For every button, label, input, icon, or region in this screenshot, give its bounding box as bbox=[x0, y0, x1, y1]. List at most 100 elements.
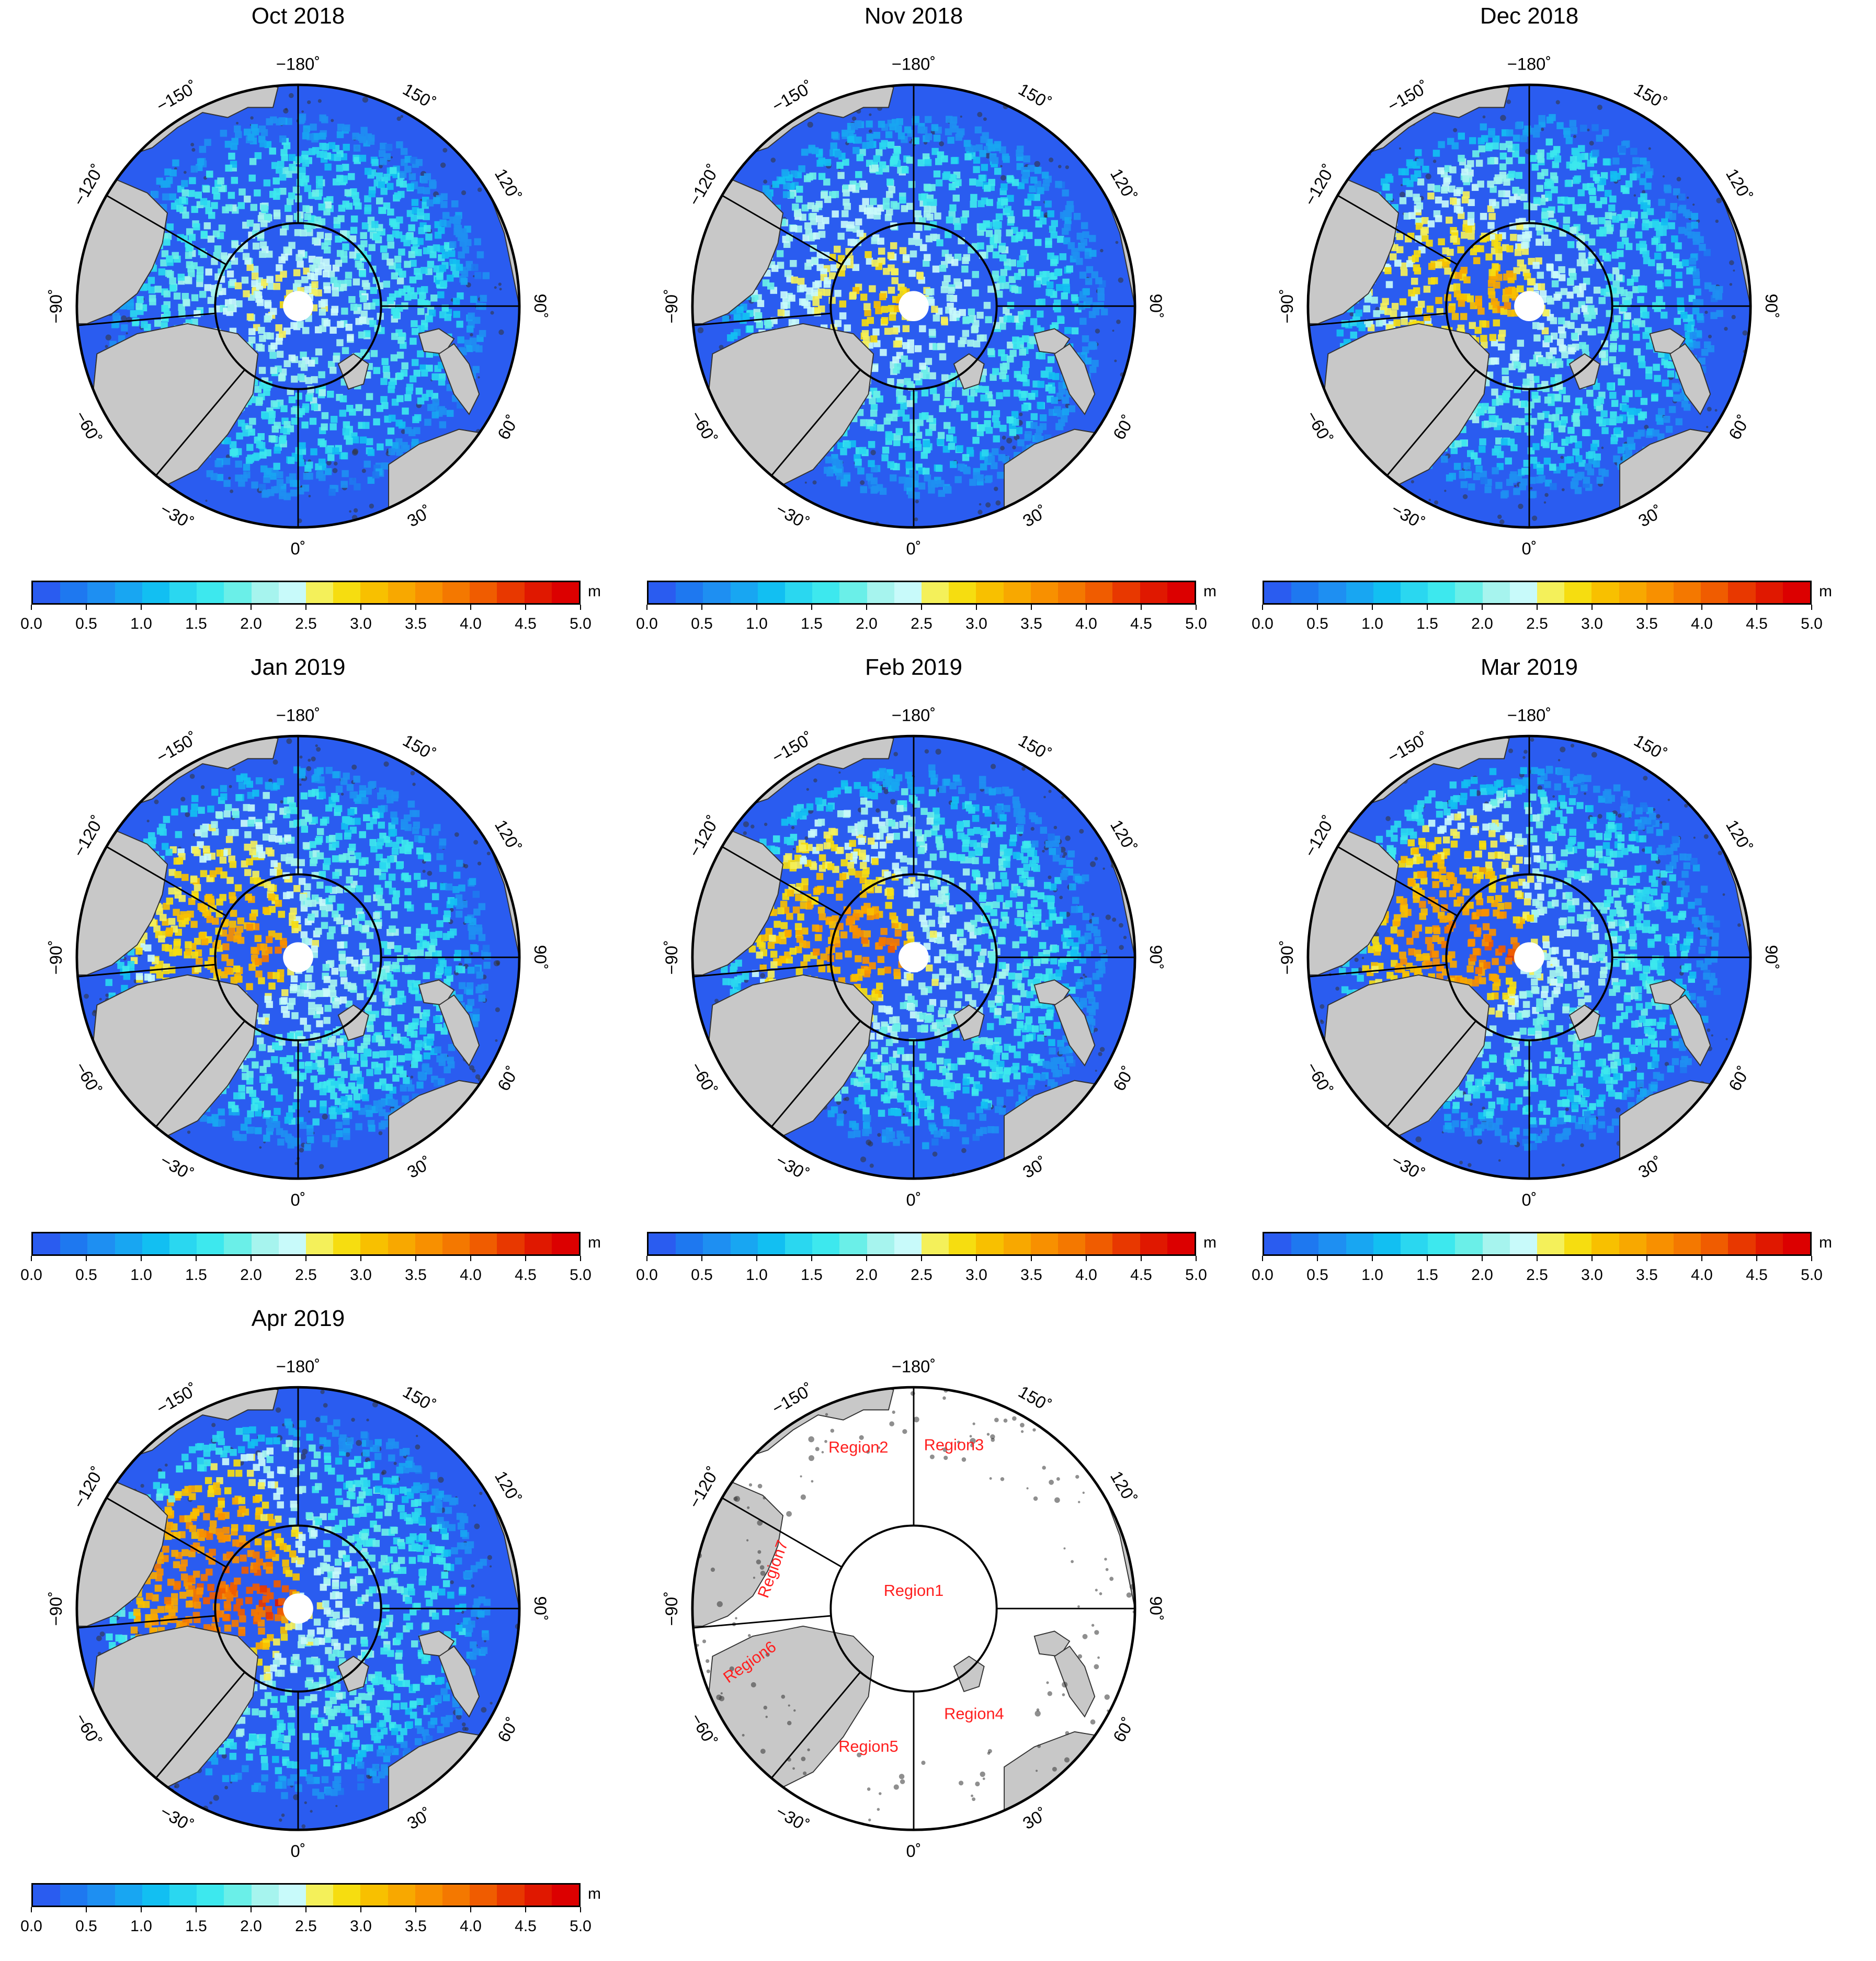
colorbar-segment bbox=[415, 582, 443, 603]
colorbar-segment bbox=[1140, 582, 1167, 603]
lon-label: −90˚ bbox=[1277, 289, 1297, 323]
colorbar-tick-label: 2.5 bbox=[911, 615, 933, 632]
lon-label: 150˚ bbox=[1631, 730, 1670, 764]
monthly-map-panel: Dec 2018 −180˚ 150˚ 120˚ 90˚ 60˚ 30˚ 0˚ −30˚ −60˚… bbox=[1247, 0, 1832, 638]
lon-label: −60˚ bbox=[687, 1710, 721, 1750]
region-map-panel: −180˚ 150˚ 120˚ 90˚ 60˚ 30˚ 0˚ −30˚ −60˚ −90˚ −120… bbox=[631, 1302, 1196, 1941]
monthly-map-panel: Nov 2018 −180˚ 150˚ 120˚ 90˚ 60˚ 30˚ 0˚ −30˚ −60˚… bbox=[631, 0, 1216, 638]
colorbar-segment bbox=[1455, 1233, 1483, 1254]
colorbar-segment bbox=[1537, 1233, 1565, 1254]
colorbar-segment bbox=[33, 1233, 61, 1254]
colorbar-tick-label: 1.0 bbox=[746, 1266, 768, 1284]
lon-label: 120˚ bbox=[1722, 817, 1756, 856]
colorbar-segment bbox=[1058, 582, 1086, 603]
lon-label: −60˚ bbox=[71, 407, 105, 447]
colorbar-segment bbox=[115, 582, 142, 603]
lon-label: 0˚ bbox=[290, 1841, 305, 1861]
colorbar-segment bbox=[757, 1233, 786, 1254]
colorbar-tick-label: 1.0 bbox=[130, 1266, 152, 1284]
lon-label: 120˚ bbox=[1107, 817, 1141, 856]
colorbar-segment bbox=[976, 582, 1004, 603]
colorbar-segment bbox=[1728, 582, 1756, 603]
lon-label: −30˚ bbox=[772, 499, 812, 533]
lon-label: 150˚ bbox=[1015, 730, 1054, 764]
lon-label: 60˚ bbox=[1109, 1714, 1139, 1745]
colorbar-segment bbox=[251, 1233, 279, 1254]
colorbar-segment bbox=[676, 582, 703, 603]
lon-label: −60˚ bbox=[71, 1059, 105, 1098]
colorbar-tick-label: 1.0 bbox=[130, 615, 152, 632]
lon-label: −180˚ bbox=[1507, 705, 1552, 724]
colorbar-segment bbox=[388, 1885, 415, 1906]
colorbar-tick-label: 2.0 bbox=[1471, 1266, 1493, 1284]
lon-label: 120˚ bbox=[1107, 165, 1141, 205]
lon-label: 90˚ bbox=[1146, 945, 1166, 970]
lon-label: 30˚ bbox=[404, 502, 435, 531]
map-outline bbox=[691, 1386, 1136, 1831]
lon-label: −60˚ bbox=[687, 407, 721, 447]
colorbar-tick-label: 1.5 bbox=[1416, 1266, 1438, 1284]
colorbar-tick-label: 4.0 bbox=[1691, 615, 1713, 632]
colorbar-segment bbox=[306, 1885, 334, 1906]
map-outline bbox=[691, 734, 1136, 1180]
colorbar-tick-label: 0.0 bbox=[20, 1918, 42, 1935]
colorbar-tick-label: 1.5 bbox=[801, 615, 823, 632]
colorbar-tick-label: 3.5 bbox=[1636, 615, 1658, 632]
colorbar-unit: m bbox=[1203, 1234, 1216, 1251]
colorbar-tick-label: 2.5 bbox=[911, 1266, 933, 1284]
colorbar-tick-label: 5.0 bbox=[1801, 1266, 1823, 1284]
colorbar-segment bbox=[839, 582, 867, 603]
colorbar-segment bbox=[812, 582, 840, 603]
colorbar-tick-label: 4.0 bbox=[460, 615, 482, 632]
colorbar-tick-label: 0.5 bbox=[691, 1266, 713, 1284]
lon-label: 150˚ bbox=[400, 730, 439, 764]
colorbar-segment bbox=[1167, 582, 1195, 603]
colorbar-tick-label: 4.0 bbox=[1075, 615, 1097, 632]
colorbar-tick-label: 4.5 bbox=[1130, 615, 1152, 632]
thickness-polar-map: −180˚150˚120˚90˚60˚30˚0˚−30˚−60˚−90˚−120… bbox=[46, 54, 550, 558]
colorbar-tick-label: 3.5 bbox=[405, 1266, 427, 1284]
colorbar-tick-label: 1.0 bbox=[130, 1918, 152, 1935]
colorbar-segment bbox=[1591, 1233, 1619, 1254]
colorbar-tick-label: 3.0 bbox=[350, 1266, 372, 1284]
monthly-map-panel: Apr 2019 −180˚ 150˚ 120˚ 90˚ 60˚ 30˚ 0˚ −30˚ −60˚… bbox=[16, 1302, 601, 1941]
region-polar-map: −180˚150˚120˚90˚60˚30˚0˚−30˚−60˚−90˚−120… bbox=[662, 1356, 1166, 1861]
lon-label: 90˚ bbox=[1762, 945, 1781, 970]
lon-label: −30˚ bbox=[157, 499, 197, 533]
colorbar-segment bbox=[730, 582, 758, 603]
colorbar-segment bbox=[1782, 582, 1811, 603]
colorbar-segment bbox=[1755, 1233, 1783, 1254]
colorbar-segment bbox=[1564, 1233, 1592, 1254]
colorbar-tick-label: 3.0 bbox=[1581, 1266, 1603, 1284]
panel-title: Dec 2018 bbox=[1480, 3, 1579, 29]
colorbar-segment bbox=[551, 1885, 579, 1906]
lon-label: 120˚ bbox=[491, 817, 525, 856]
thickness-polar-map: −180˚150˚120˚90˚60˚30˚0˚−30˚−60˚−90˚−120… bbox=[662, 54, 1166, 558]
colorbar-segment bbox=[224, 582, 252, 603]
colorbar: m 0.0 0.5 1.0 1.5 2.0 2.5 3.0 3.5 4.0 4.5 5.0 bbox=[636, 581, 1216, 638]
colorbar-segment bbox=[197, 1233, 224, 1254]
colorbar-segment bbox=[169, 1233, 197, 1254]
colorbar-segment bbox=[1701, 582, 1729, 603]
colorbar-segment bbox=[649, 1233, 676, 1254]
colorbar-segment bbox=[1646, 582, 1674, 603]
thickness-polar-map: −180˚150˚120˚90˚60˚30˚0˚−30˚−60˚−90˚−120… bbox=[662, 705, 1166, 1209]
panel-title: Nov 2018 bbox=[864, 3, 963, 29]
colorbar-segment bbox=[442, 582, 470, 603]
colorbar-segment bbox=[388, 582, 415, 603]
monthly-map-panel: Oct 2018 −180˚ 150˚ 120˚ 90˚ 60˚ 30˚ 0˚ −30˚ −60˚… bbox=[16, 0, 601, 638]
panel-title: Jan 2019 bbox=[251, 654, 346, 680]
lon-label: 120˚ bbox=[491, 1468, 525, 1507]
colorbar-unit: m bbox=[588, 583, 601, 600]
colorbar-segment bbox=[442, 1885, 470, 1906]
lon-label: −180˚ bbox=[276, 705, 321, 724]
colorbar-segment bbox=[497, 582, 525, 603]
colorbar-segment bbox=[169, 1885, 197, 1906]
colorbar-segment bbox=[1646, 1233, 1674, 1254]
colorbar-tick-label: 4.0 bbox=[1691, 1266, 1713, 1284]
lon-label: 150˚ bbox=[400, 1381, 439, 1415]
colorbar-segment bbox=[442, 1233, 470, 1254]
lon-label: 90˚ bbox=[1146, 294, 1166, 319]
lon-label: −180˚ bbox=[276, 1356, 321, 1376]
colorbar-segment bbox=[1318, 1233, 1346, 1254]
